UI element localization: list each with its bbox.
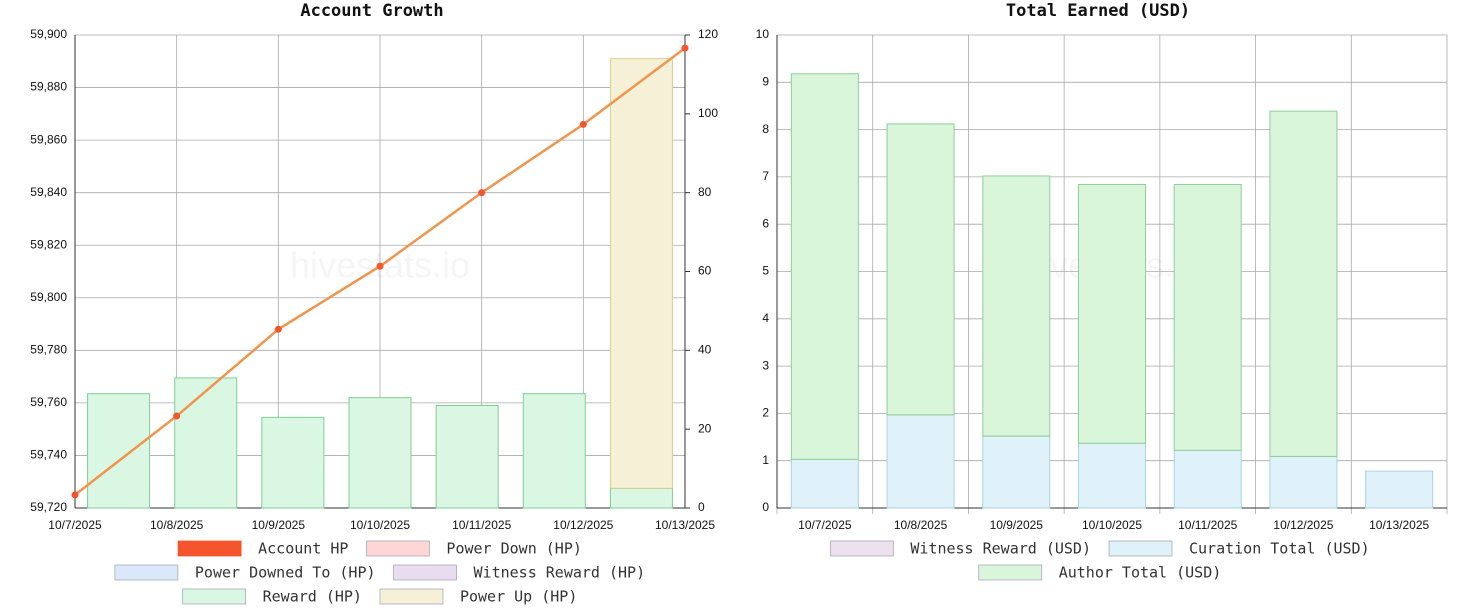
legend-row: Reward (HP) Power Up (HP) [182,588,577,606]
y-tick-label: 6 [762,216,769,230]
y-tick-label: 2 [762,406,769,420]
bar [886,123,955,416]
x-tick-label: 10/9/2025 [252,518,306,532]
legend-swatch [1108,540,1173,557]
y-tick-label: 59,760 [30,395,67,409]
bar [886,414,955,509]
bar [790,73,859,460]
legend-label: Account HP [258,540,348,558]
y-tick-label: 59,740 [30,448,67,462]
legend-label: Witness Reward (USD) [910,540,1091,558]
legend-swatch [177,540,242,557]
legend-label: Power Up (HP) [460,588,577,606]
y-tick-label: 8 [762,122,769,136]
legend-row: Witness Reward (USD) Curation Total (USD) [829,540,1370,558]
x-tick-label: 10/10/2025 [350,518,410,532]
y2-tick-label: 0 [698,500,705,514]
chart-title: Account Growth [300,1,443,21]
y2-tick-label: 120 [698,27,718,41]
bar [982,435,1051,509]
y-tick-label: 59,880 [30,80,67,94]
y-tick-label: 3 [762,358,769,372]
x-tick-label: 10/11/2025 [452,518,511,532]
legend-swatch [114,564,179,581]
legend-label: Power Downed To (HP) [195,564,376,582]
bar [1078,183,1146,444]
point [71,491,79,499]
bar [982,175,1051,437]
legend-label: Reward (HP) [263,588,362,606]
x-tick-label: 10/11/2025 [1178,518,1237,532]
legend-label: Witness Reward (HP) [474,564,646,582]
x-tick-label: 10/8/2025 [894,518,948,532]
legend-row: Author Total (USD) [978,564,1222,582]
point [274,325,282,333]
y2-tick-label: 20 [698,421,712,435]
legend-swatch [393,564,457,581]
y2-tick-label: 100 [698,106,718,120]
x-tick-label: 10/13/2025 [655,518,715,532]
bar [435,405,499,509]
legend-swatch [978,564,1043,581]
x-tick-label: 10/8/2025 [150,518,204,532]
y-tick-label: 59,840 [30,185,67,199]
point [173,412,181,420]
x-tick-label: 10/7/2025 [48,518,102,532]
y-tick-label: 9 [762,74,769,88]
bar [1173,449,1242,509]
point [478,189,486,197]
bar [522,393,586,509]
y-tick-label: 59,900 [30,27,67,41]
y-tick-label: 59,720 [30,500,67,514]
y-tick-label: 0 [762,500,769,514]
x-tick-label: 10/13/2025 [1369,518,1429,532]
legend-swatch [366,540,430,557]
y-tick-label: 10 [756,27,770,41]
legend-row: Power Downed To (HP) Witness Reward (HP) [114,564,646,582]
legend-row: Account HP Power Down (HP) [177,540,582,558]
x-tick-label: 10/12/2025 [553,518,613,532]
y-tick-label: 7 [762,169,769,183]
legend-swatch [829,540,894,557]
bar [790,458,859,509]
point [376,262,384,270]
x-tick-label: 10/10/2025 [1082,518,1142,532]
legend-swatch [182,588,247,605]
y-tick-label: 5 [762,264,769,278]
x-tick-label: 10/9/2025 [990,518,1044,532]
bar [87,393,151,509]
bar [348,397,412,509]
y-tick-label: 59,780 [30,343,67,357]
bar [1078,442,1146,509]
point [681,44,689,52]
bar [174,377,238,509]
y-tick-label: 59,800 [30,290,67,304]
x-tick-label: 10/12/2025 [1273,518,1333,532]
legend-label: Author Total (USD) [1059,564,1222,582]
bar [1269,455,1338,509]
y2-tick-label: 40 [698,343,712,357]
bar [609,58,673,489]
legend-label: Curation Total (USD) [1189,540,1370,558]
bar [261,416,325,509]
legend-swatch [379,588,444,605]
chart-title: Total Earned (USD) [1006,1,1190,21]
bar [1269,110,1338,457]
bar [1173,183,1242,451]
bar [1365,470,1434,509]
y-tick-label: 59,860 [30,132,67,146]
y2-tick-label: 60 [698,264,712,278]
point [579,120,587,128]
y-tick-label: 59,820 [30,237,67,251]
legend-label: Power Down (HP) [446,540,581,558]
bar [609,487,673,509]
y-tick-label: 4 [762,311,769,325]
y2-tick-label: 80 [698,185,712,199]
y-tick-label: 1 [762,453,769,467]
x-tick-label: 10/7/2025 [798,518,852,532]
